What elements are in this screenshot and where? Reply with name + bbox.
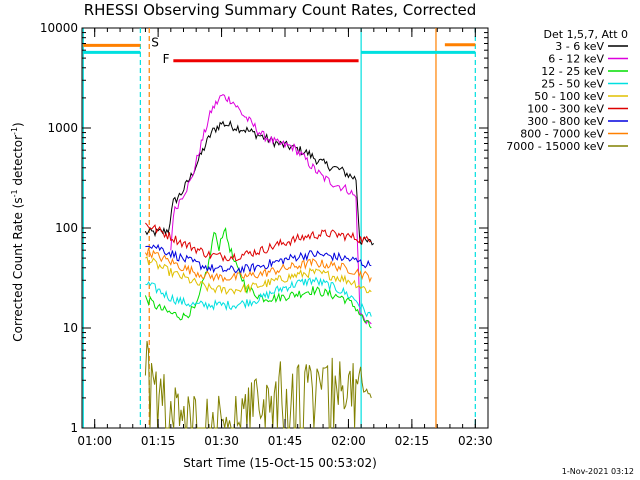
y-axis-label-sup2: -1: [10, 127, 19, 135]
y-tick-label: 10: [63, 321, 78, 335]
x-tick-label: 01:30: [204, 434, 239, 448]
y-axis-label-sup1: -1: [10, 189, 19, 197]
y-axis-ticks: 1 10 100 1000 10000: [40, 21, 488, 435]
annotation-label: F: [163, 52, 170, 66]
y-axis-label-mid: detector: [11, 135, 25, 190]
legend-label: 3 - 6 keV: [555, 40, 604, 53]
annotation-label: S: [151, 35, 159, 49]
series-line: [144, 247, 372, 284]
x-tick-label: 02:15: [395, 434, 430, 448]
legend-label: 7000 - 15000 keV: [506, 140, 604, 153]
plot-area: [81, 27, 489, 429]
legend-label: 25 - 50 keV: [541, 78, 604, 91]
series-line: [144, 119, 375, 246]
legend-header: Det 1,5,7, Att 0: [544, 28, 628, 41]
series-line: [144, 340, 372, 429]
state-bars: [83, 43, 476, 63]
y-tick-label: 1000: [47, 121, 78, 135]
series-line: [170, 94, 372, 325]
y-tick-label: 1: [70, 421, 78, 435]
legend-label: 800 - 7000 keV: [520, 128, 604, 141]
series-line: [145, 276, 372, 318]
legend-label: 300 - 800 keV: [527, 115, 604, 128]
y-axis-label-start: Corrected Count Rate (s: [11, 197, 25, 341]
series-line: [145, 256, 372, 295]
y-axis-label: Corrected Count Rate (s-1 detector-1): [10, 122, 25, 341]
annotations: SF: [151, 35, 169, 66]
series-line: [144, 226, 372, 329]
y-tick-label: 100: [55, 221, 78, 235]
series-lines: [144, 94, 375, 429]
x-axis-ticks: 01:00 01:15 01:30 01:45 02:00 02:15 02:30: [77, 28, 493, 448]
legend-label: 100 - 300 keV: [527, 103, 604, 116]
x-tick-label: 02:00: [331, 434, 366, 448]
legend-label: 6 - 12 keV: [548, 53, 604, 66]
x-tick-label: 02:30: [458, 434, 493, 448]
chart-title: RHESSI Observing Summary Count Rates, Co…: [84, 1, 477, 19]
plot-frame: [81, 27, 489, 429]
series-line: [145, 222, 372, 263]
x-axis-label: Start Time (15-Oct-15 00:53:02): [183, 456, 377, 470]
y-axis-label-end: ): [11, 122, 25, 127]
legend-label: 12 - 25 keV: [541, 65, 604, 78]
timestamp: 1-Nov-2021 03:12: [562, 467, 634, 476]
series-line: [145, 243, 372, 276]
x-tick-label: 01:15: [141, 434, 176, 448]
x-tick-label: 01:00: [77, 434, 112, 448]
legend-label: 50 - 100 keV: [534, 90, 604, 103]
y-tick-label: 10000: [40, 21, 78, 35]
x-tick-label: 01:45: [268, 434, 303, 448]
